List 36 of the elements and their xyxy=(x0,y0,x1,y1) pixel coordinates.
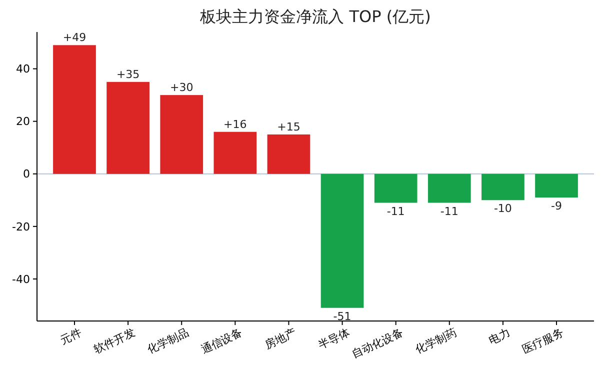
bar xyxy=(160,95,204,174)
bar xyxy=(535,174,578,198)
bar xyxy=(374,174,418,203)
bar xyxy=(214,132,257,174)
x-tick-label: 软件开发 xyxy=(92,326,138,356)
x-tick-label: 元件 xyxy=(58,326,84,348)
data-label: +16 xyxy=(224,118,247,131)
data-label: -11 xyxy=(386,204,405,218)
x-tick-label: 医疗服务 xyxy=(520,326,566,356)
bar xyxy=(53,45,96,174)
bar xyxy=(267,134,310,174)
x-tick-label: 通信设备 xyxy=(199,326,244,356)
y-tick-label: -20 xyxy=(12,220,30,234)
bar xyxy=(106,82,150,174)
x-tick-label: 半导体 xyxy=(316,326,352,352)
x-tick-label: 化学制药 xyxy=(413,326,459,356)
x-tick-label: 自动化设备 xyxy=(350,326,406,361)
y-tick-label: 40 xyxy=(16,62,30,76)
x-tick-label: 化学制品 xyxy=(146,326,191,356)
data-label: -10 xyxy=(494,202,512,216)
bar xyxy=(428,174,471,203)
x-tick-label: 电力 xyxy=(486,326,512,348)
data-label: -9 xyxy=(551,200,562,213)
y-tick-label: 0 xyxy=(23,168,30,181)
bar xyxy=(482,174,524,200)
x-tick-label: 房地产 xyxy=(262,326,298,352)
data-label: +30 xyxy=(170,81,194,94)
data-label: +15 xyxy=(277,120,300,134)
y-tick-label: 20 xyxy=(16,115,30,128)
chart-title: 板块主力资金净流入 TOP (亿元) xyxy=(199,7,431,26)
data-label: +49 xyxy=(62,31,86,44)
data-label: +35 xyxy=(116,68,140,81)
data-label: -51 xyxy=(333,310,352,323)
bar xyxy=(320,174,364,308)
data-label: -11 xyxy=(440,204,458,218)
y-tick-label: -40 xyxy=(12,272,30,286)
